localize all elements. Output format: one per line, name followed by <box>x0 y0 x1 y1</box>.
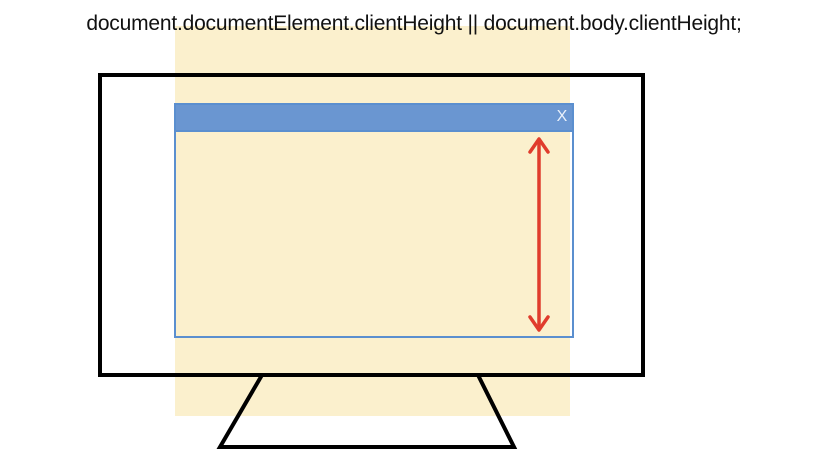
arrow-head-top <box>528 137 550 154</box>
monitor-stand <box>216 373 518 449</box>
arrow-head-bottom <box>528 315 550 332</box>
close-icon[interactable]: X <box>556 108 568 125</box>
monitor-outline-icon <box>98 73 645 377</box>
browser-titlebar <box>174 103 574 132</box>
document-page-area <box>175 26 570 416</box>
browser-window <box>174 103 574 338</box>
diagram-caption: document.documentElement.clientHeight ||… <box>86 12 742 35</box>
